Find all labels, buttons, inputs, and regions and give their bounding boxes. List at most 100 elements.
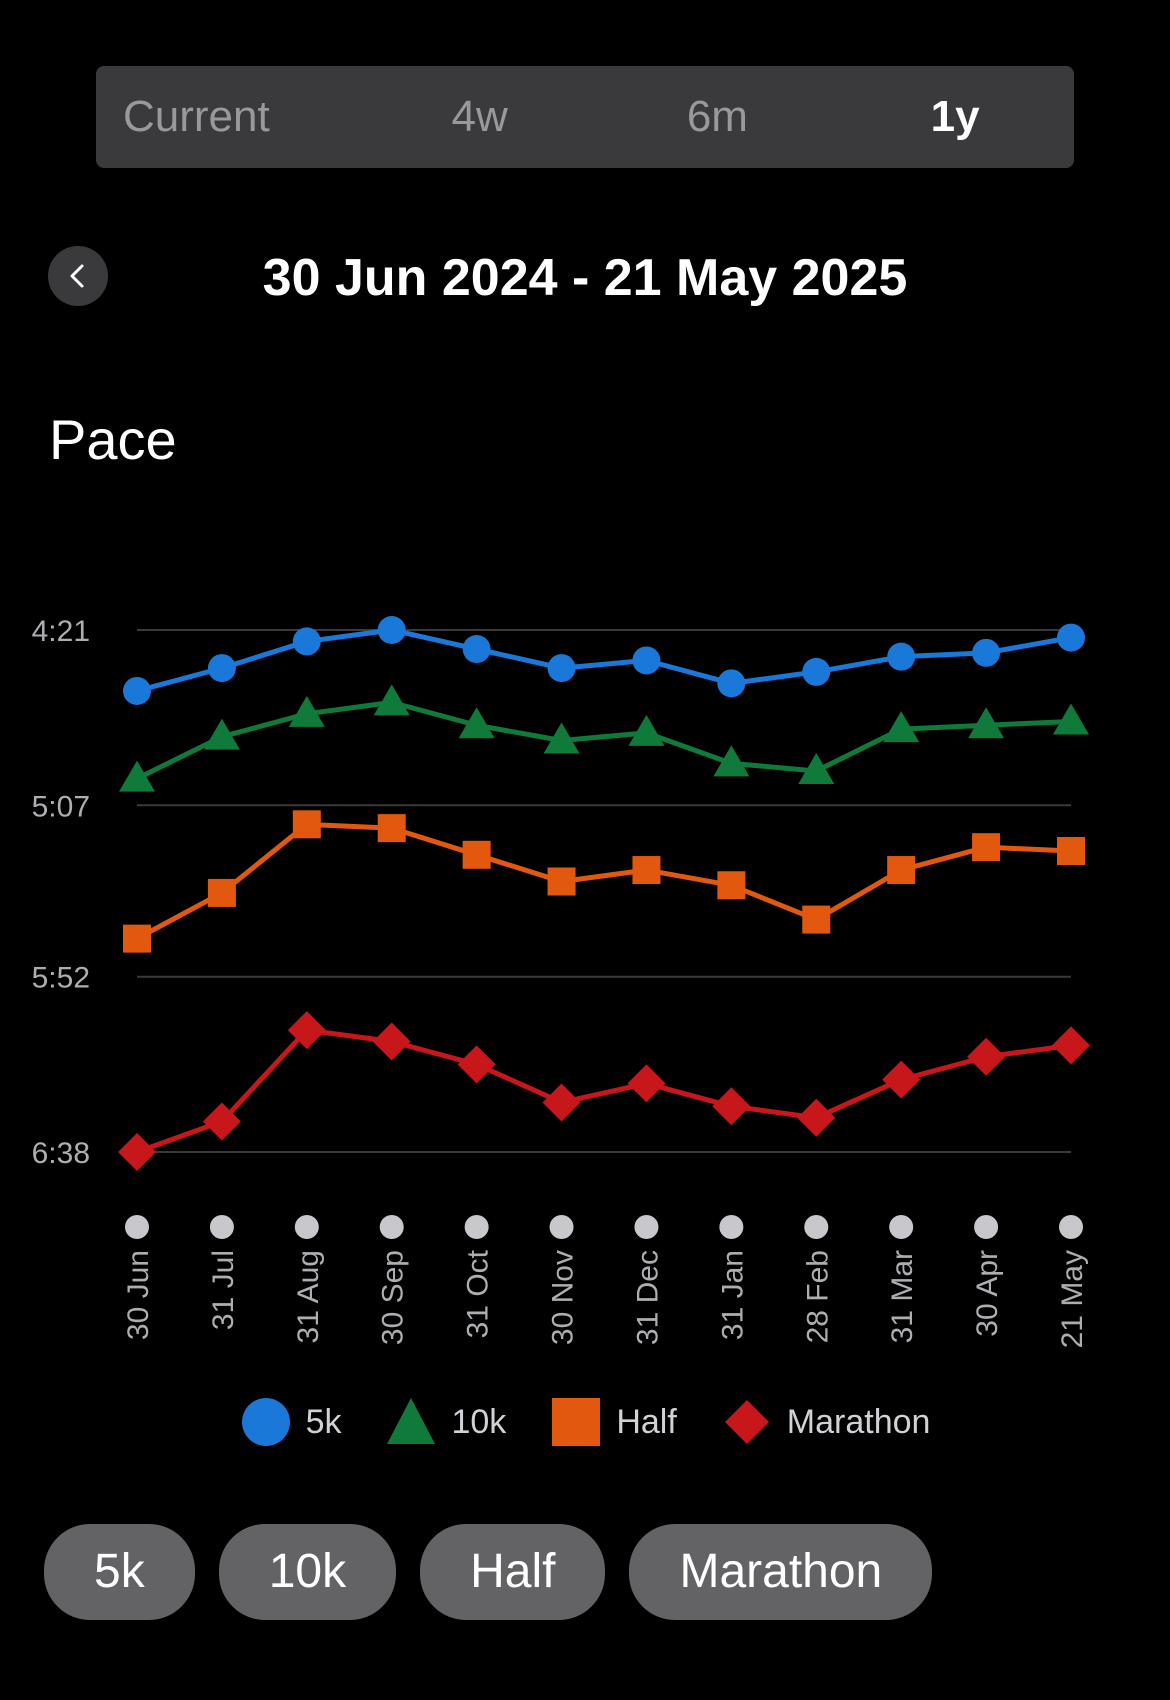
point-half — [123, 924, 151, 953]
x-tick-dot — [974, 1215, 999, 1239]
x-tick-label: 21 May — [1056, 1250, 1089, 1348]
point-half — [462, 840, 491, 869]
x-tick-dot — [804, 1215, 829, 1239]
point-10k — [373, 684, 410, 716]
diamond-icon — [724, 1400, 769, 1444]
x-tick-label: 31 Jan — [716, 1250, 749, 1340]
point-marathon — [1052, 1026, 1090, 1065]
segment-1y[interactable]: 1y — [930, 92, 980, 141]
x-tick-dot — [125, 1215, 149, 1239]
point-marathon — [712, 1087, 751, 1126]
x-tick-dot — [209, 1215, 234, 1239]
point-5k — [547, 654, 576, 683]
point-marathon — [882, 1060, 921, 1099]
y-tick-label: 4:21 — [32, 615, 90, 648]
point-10k — [1053, 703, 1089, 735]
x-tick-dot — [464, 1215, 489, 1239]
point-half — [632, 856, 661, 885]
point-half — [1057, 836, 1085, 865]
series-line-half — [135, 821, 1072, 941]
legend-label: 5k — [305, 1402, 342, 1441]
segment-4w[interactable]: 4w — [451, 92, 508, 141]
point-5k — [802, 657, 831, 686]
point-5k — [462, 635, 491, 664]
y-tick-label: 5:07 — [32, 790, 90, 823]
point-half — [887, 856, 916, 885]
x-tick-dot — [889, 1215, 914, 1239]
point-5k — [123, 676, 151, 705]
point-marathon — [457, 1045, 496, 1084]
point-10k — [288, 695, 325, 727]
point-10k — [798, 752, 835, 784]
y-tick-label: 6:38 — [32, 1137, 90, 1170]
date-range-title: 30 Jun 2024 - 21 May 2025 — [262, 249, 908, 307]
point-marathon — [797, 1098, 836, 1137]
distance-filter-pills: 5k 10k Half Marathon — [44, 1524, 933, 1620]
x-tick-label: 30 Sep — [377, 1250, 410, 1345]
filter-pill-marathon[interactable]: Marathon — [629, 1524, 933, 1620]
legend-item-10k: 10k — [385, 1396, 506, 1448]
point-5k — [207, 654, 236, 683]
point-10k — [543, 722, 580, 754]
x-tick-label: 30 Nov — [547, 1250, 580, 1345]
x-tick-label: 31 Dec — [631, 1250, 664, 1345]
triangle-icon — [387, 1398, 436, 1444]
point-5k — [717, 669, 746, 698]
point-10k — [883, 711, 920, 743]
chart-legend: 5k 10k Half Marathon — [0, 1394, 1170, 1450]
point-5k — [377, 616, 406, 644]
segment-6m[interactable]: 6m — [686, 92, 748, 141]
point-5k — [632, 646, 661, 675]
y-tick-label: 5:52 — [32, 962, 90, 995]
x-tick-dot — [1059, 1215, 1083, 1239]
segment-current[interactable]: Current — [123, 92, 270, 141]
legend-label: Marathon — [786, 1402, 931, 1441]
point-half — [547, 867, 576, 896]
x-tick-dot — [549, 1215, 574, 1239]
filter-pill-10k[interactable]: 10k — [218, 1524, 397, 1620]
section-title-pace: Pace — [49, 408, 177, 471]
x-tick-label: 31 Aug — [292, 1250, 325, 1343]
legend-item-5k: 5k — [240, 1396, 342, 1448]
point-10k — [119, 760, 155, 792]
circle-icon — [241, 1398, 290, 1446]
point-10k — [203, 718, 240, 750]
point-5k — [887, 642, 916, 671]
point-marathon — [627, 1064, 666, 1103]
point-half — [802, 905, 831, 934]
x-tick-label: 30 Jun — [122, 1250, 155, 1340]
series-line-marathon — [136, 1027, 1072, 1155]
point-5k — [292, 627, 321, 656]
point-half — [292, 810, 321, 839]
back-button[interactable] — [48, 246, 108, 306]
point-10k — [968, 707, 1005, 739]
chevron-left-icon — [70, 264, 84, 288]
x-tick-dot — [719, 1215, 744, 1239]
series-line-5k — [136, 627, 1072, 694]
point-half — [972, 833, 1001, 862]
point-10k — [713, 745, 750, 777]
x-tick-label: 30 Apr — [971, 1250, 1004, 1337]
filter-pill-half[interactable]: Half — [420, 1524, 606, 1620]
legend-item-half: Half — [550, 1396, 677, 1448]
legend-label: Half — [616, 1402, 677, 1441]
x-tick-label: 31 Jul — [207, 1250, 240, 1330]
series-line-10k — [135, 699, 1072, 781]
point-marathon — [287, 1011, 326, 1050]
point-half — [717, 871, 746, 900]
x-tick-label: 31 Oct — [462, 1249, 495, 1338]
legend-label: 10k — [451, 1402, 507, 1441]
x-tick-dot — [379, 1215, 404, 1239]
filter-pill-5k[interactable]: 5k — [44, 1524, 195, 1620]
x-tick-label: 31 Mar — [886, 1250, 919, 1343]
square-icon — [552, 1398, 601, 1446]
point-marathon — [118, 1133, 156, 1171]
point-marathon — [542, 1083, 581, 1122]
point-marathon — [202, 1102, 241, 1141]
point-half — [377, 814, 406, 843]
point-10k — [628, 714, 665, 746]
x-tick-label: 28 Feb — [801, 1250, 834, 1343]
point-10k — [458, 707, 495, 739]
point-half — [207, 878, 236, 907]
period-segmented-control: Current 4w 6m 1y — [96, 66, 1074, 168]
